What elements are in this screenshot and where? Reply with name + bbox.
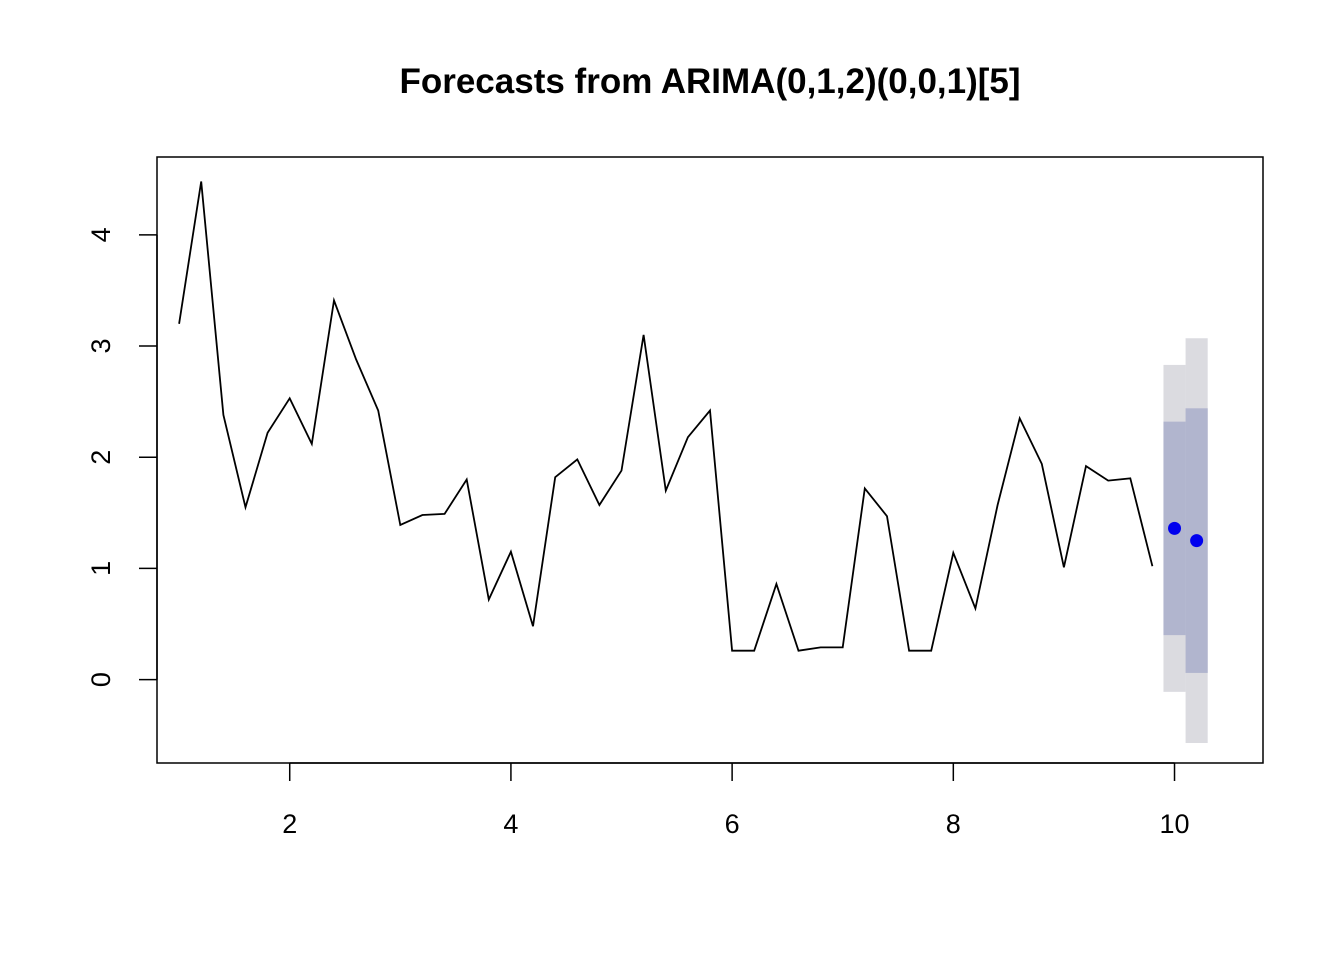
y-tick-label: 1 [86, 561, 116, 576]
y-tick-label: 0 [86, 672, 116, 687]
y-tick-label: 4 [86, 227, 116, 242]
plot-frame [156, 156, 1264, 764]
observed-line [178, 181, 1154, 652]
y-tick-label: 2 [86, 450, 116, 465]
forecast-point [1168, 521, 1182, 535]
forecast-points [1168, 521, 1204, 548]
y-tick-label: 3 [86, 339, 116, 354]
x-axis: 2 4 6 8 10 [282, 762, 1190, 839]
x-tick-label: 2 [282, 809, 297, 839]
observed-series [178, 181, 1154, 652]
y-axis: 0 1 2 3 4 [86, 227, 158, 687]
forecast-point [1190, 534, 1204, 548]
x-tick-label: 6 [725, 809, 740, 839]
x-tick-label: 4 [503, 809, 518, 839]
x-tick-label: 8 [946, 809, 961, 839]
chart-title: Forecasts from ARIMA(0,1,2)(0,0,1)[5] [399, 62, 1020, 101]
x-tick-label: 10 [1159, 809, 1189, 839]
